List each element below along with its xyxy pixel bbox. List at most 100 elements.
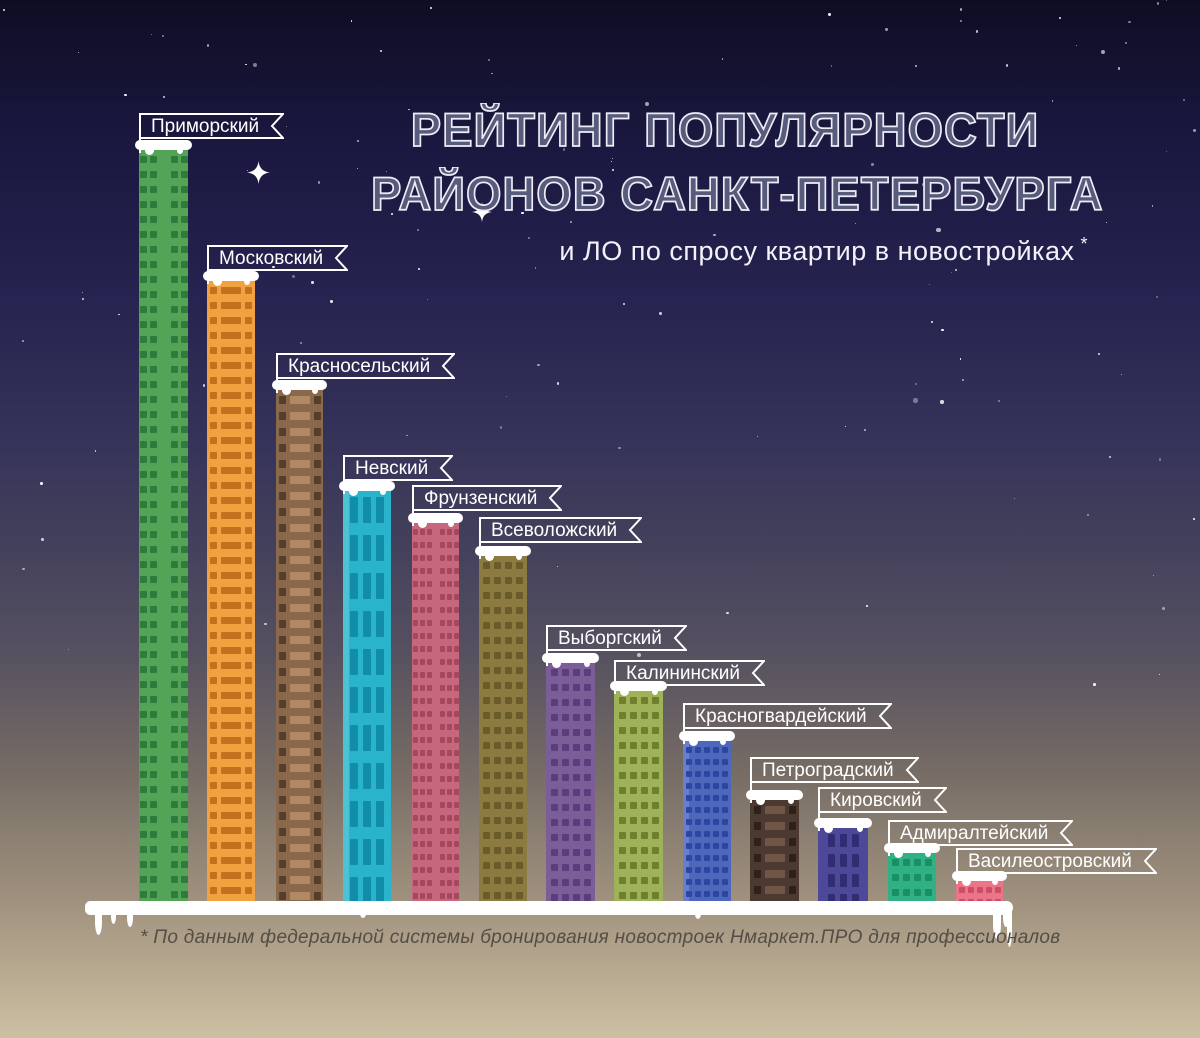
window [210, 677, 217, 684]
window [210, 887, 217, 894]
window-row [139, 726, 188, 733]
window [278, 844, 286, 852]
window [640, 727, 648, 734]
window [170, 321, 178, 328]
window [210, 362, 217, 369]
window [170, 621, 178, 628]
window [313, 732, 321, 740]
star-dot [928, 283, 931, 286]
window-row [139, 561, 188, 568]
window [695, 807, 701, 813]
window [583, 684, 591, 691]
flag-tail-icon [624, 517, 643, 543]
window-gap [160, 489, 168, 490]
window-gap [160, 249, 168, 250]
window-row [483, 607, 523, 614]
window-row [278, 684, 321, 692]
window [629, 892, 637, 899]
window-row [753, 822, 796, 830]
window-row [550, 759, 591, 766]
window [412, 672, 418, 678]
window [221, 542, 241, 549]
window [221, 512, 241, 519]
star-dot [206, 43, 210, 47]
window [446, 685, 452, 691]
window-row [210, 617, 252, 624]
window [827, 894, 835, 907]
window [278, 444, 286, 452]
window-row [278, 460, 321, 468]
window [210, 287, 217, 294]
window [439, 828, 445, 834]
window [278, 764, 286, 772]
window [713, 783, 719, 789]
window [618, 847, 626, 854]
window [572, 789, 580, 796]
window [139, 831, 147, 838]
window-row [278, 828, 321, 836]
window [618, 802, 626, 809]
window [289, 812, 310, 820]
window [439, 607, 445, 613]
window [446, 581, 452, 587]
window [245, 362, 252, 369]
window [695, 867, 701, 873]
window [149, 816, 157, 823]
window [180, 801, 188, 808]
window-gap [434, 727, 438, 728]
window [170, 411, 178, 418]
window [629, 862, 637, 869]
window-gap [160, 369, 168, 370]
window [453, 893, 459, 899]
window-row [550, 789, 591, 796]
window [583, 789, 591, 796]
window [289, 796, 310, 804]
window [376, 497, 384, 523]
window [494, 862, 501, 869]
window [289, 700, 310, 708]
window [695, 831, 701, 837]
window [713, 771, 719, 777]
window [494, 832, 501, 839]
window [221, 887, 241, 894]
window [245, 527, 252, 534]
star-dot [900, 137, 903, 140]
window [363, 611, 371, 637]
window [483, 847, 490, 854]
window [139, 696, 147, 703]
district-flag: Фрунзенский [412, 485, 563, 526]
window [505, 712, 512, 719]
window [412, 568, 418, 574]
window [149, 261, 157, 268]
window [713, 843, 719, 849]
star-dot [1159, 673, 1161, 675]
flag-tail-icon [873, 703, 892, 729]
window-row [618, 862, 659, 869]
window [439, 633, 445, 639]
window-row [139, 186, 188, 193]
window [713, 819, 719, 825]
window [764, 854, 785, 862]
window-row [139, 306, 188, 313]
window-row [483, 592, 523, 599]
window [210, 392, 217, 399]
window [289, 508, 310, 516]
flag-tail-icon [746, 660, 765, 686]
window [170, 891, 178, 898]
window [170, 501, 178, 508]
window-gap [434, 610, 438, 611]
window-row [483, 787, 523, 794]
window-gap [160, 759, 168, 760]
star-dot [950, 271, 953, 274]
window [426, 724, 432, 730]
window [764, 886, 785, 894]
window-row [278, 732, 321, 740]
star-dot [505, 396, 507, 398]
window [494, 667, 501, 674]
window [439, 880, 445, 886]
window [363, 497, 371, 523]
window [210, 632, 217, 639]
window-row [550, 834, 591, 841]
window [412, 542, 418, 548]
window [419, 854, 425, 860]
